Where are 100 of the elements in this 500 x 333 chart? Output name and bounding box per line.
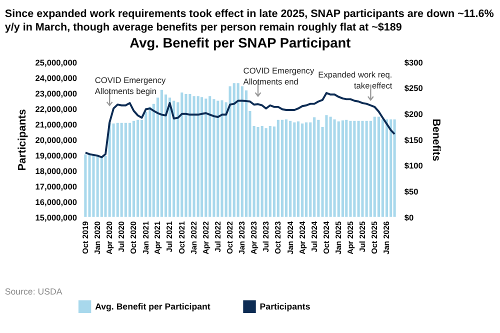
source-note: Source: USDA: [4, 286, 62, 296]
bar: [112, 123, 115, 217]
bar: [208, 96, 212, 217]
bar: [268, 126, 272, 217]
x-tick-label: Oct 2022: [225, 220, 234, 254]
bar: [84, 154, 87, 217]
bar: [216, 100, 220, 217]
y-tick-label: 23,000,000: [35, 88, 78, 98]
x-tick-label: Oct 2021: [177, 220, 186, 254]
bar: [369, 120, 372, 217]
x-tick-label: Apr 2023: [250, 220, 258, 254]
bar: [373, 116, 376, 217]
chart-subtitle: Since expanded work requirements took effect in late 2025, SNAP participants are down ~11.6% y/y in March, though average benefits per person remain roughly flat at ~$189: [4, 8, 494, 34]
bar: [232, 83, 236, 217]
x-tick-label: Jan 2021: [141, 220, 150, 254]
bar: [393, 119, 396, 217]
bar: [96, 156, 99, 217]
y2-tick-label: $0: [404, 212, 414, 222]
bar: [329, 116, 332, 217]
bar: [317, 120, 320, 217]
bar: [228, 86, 232, 217]
y-tick-label: 16,000,000: [35, 196, 78, 207]
bar: [108, 122, 111, 217]
x-tick-label: Jan 2022: [189, 220, 198, 254]
y-tick-label: 24,000,000: [35, 72, 78, 83]
legend-label: Avg. Benefit per Participant: [95, 302, 210, 312]
bar: [325, 115, 328, 217]
x-tick-label: Jul 2022: [213, 220, 222, 252]
y2-tick-label: $50: [404, 186, 419, 197]
bar: [256, 127, 260, 217]
bar: [120, 122, 123, 217]
x-tick-label: Oct 2023: [274, 220, 283, 254]
bar: [301, 123, 304, 217]
y-tick-label: 25,000,000: [35, 57, 78, 68]
bar: [184, 94, 188, 217]
x-tick-label: Jul 2024: [310, 220, 319, 252]
y-axis-title: Participants: [16, 109, 28, 171]
y2-tick-label: $100: [404, 160, 424, 171]
bar: [236, 83, 240, 217]
bar: [276, 120, 280, 217]
x-tick-label: Oct 2019: [80, 220, 90, 254]
bar: [220, 100, 224, 217]
x-tick-label: Jan 2023: [238, 220, 247, 254]
annotation: COVID Emergency Allotments begin: [94, 74, 167, 96]
bar: [260, 126, 264, 217]
x-tick-label: Apr 2021: [153, 220, 162, 254]
bar: [128, 122, 132, 217]
y2-tick-label: $200: [404, 109, 424, 120]
bar: [200, 97, 204, 217]
bar: [281, 120, 284, 217]
x-tick-label: Jul 2023: [262, 220, 271, 252]
x-tick-label: Apr 2025: [346, 220, 355, 254]
y-tick-label: 18,000,000: [35, 166, 78, 176]
bar: [192, 96, 196, 217]
x-tick-label: Jan 2020: [93, 220, 102, 254]
bar: [124, 122, 127, 217]
bar: [337, 121, 340, 217]
x-tick-label: Jan 2026: [382, 220, 392, 254]
bar: [341, 120, 344, 217]
bar: [180, 92, 184, 217]
bar: [390, 119, 392, 217]
legend-label: Participants: [260, 302, 310, 312]
bar: [204, 98, 208, 217]
bar: [345, 120, 348, 217]
y-tick-label: 15,000,000: [35, 212, 78, 222]
bar: [244, 90, 248, 217]
y-tick-label: 19,000,000: [35, 150, 78, 160]
bar: [172, 100, 176, 217]
x-tick-label: Jul 2025: [358, 220, 367, 252]
bar: [168, 98, 172, 217]
annotation: Expanded work req. take effect: [318, 70, 393, 90]
bar: [188, 94, 192, 217]
bar: [284, 119, 288, 217]
bar: [264, 128, 268, 217]
x-tick-label: Apr 2024: [298, 220, 307, 254]
bar: [381, 119, 384, 217]
annotation: COVID Emergency Allotments end: [243, 66, 315, 86]
bar: [305, 122, 308, 217]
bar: [92, 155, 95, 217]
x-tick-label: Jul 2020: [117, 220, 126, 252]
bar: [377, 116, 380, 217]
x-tick-label: Apr 2020: [105, 220, 114, 254]
x-tick-label: Jan 2025: [334, 220, 344, 254]
bar: [296, 121, 300, 217]
bar: [116, 122, 119, 217]
bar: [252, 126, 256, 217]
y-tick-label: 22,000,000: [35, 104, 78, 114]
x-tick-label: Apr 2022: [201, 220, 210, 254]
bar: [132, 120, 136, 217]
bar: [357, 120, 360, 217]
x-tick-label: Jan 2024: [286, 220, 295, 254]
bar: [160, 90, 163, 217]
bar: [88, 154, 91, 217]
bar: [196, 96, 200, 217]
chart-title: Avg. Benefit per SNAP Participant: [130, 35, 352, 50]
y-tick-label: 17,000,000: [35, 181, 78, 192]
bar: [148, 106, 152, 217]
bar: [289, 120, 292, 217]
bar: [361, 120, 364, 217]
bar: [353, 120, 356, 217]
